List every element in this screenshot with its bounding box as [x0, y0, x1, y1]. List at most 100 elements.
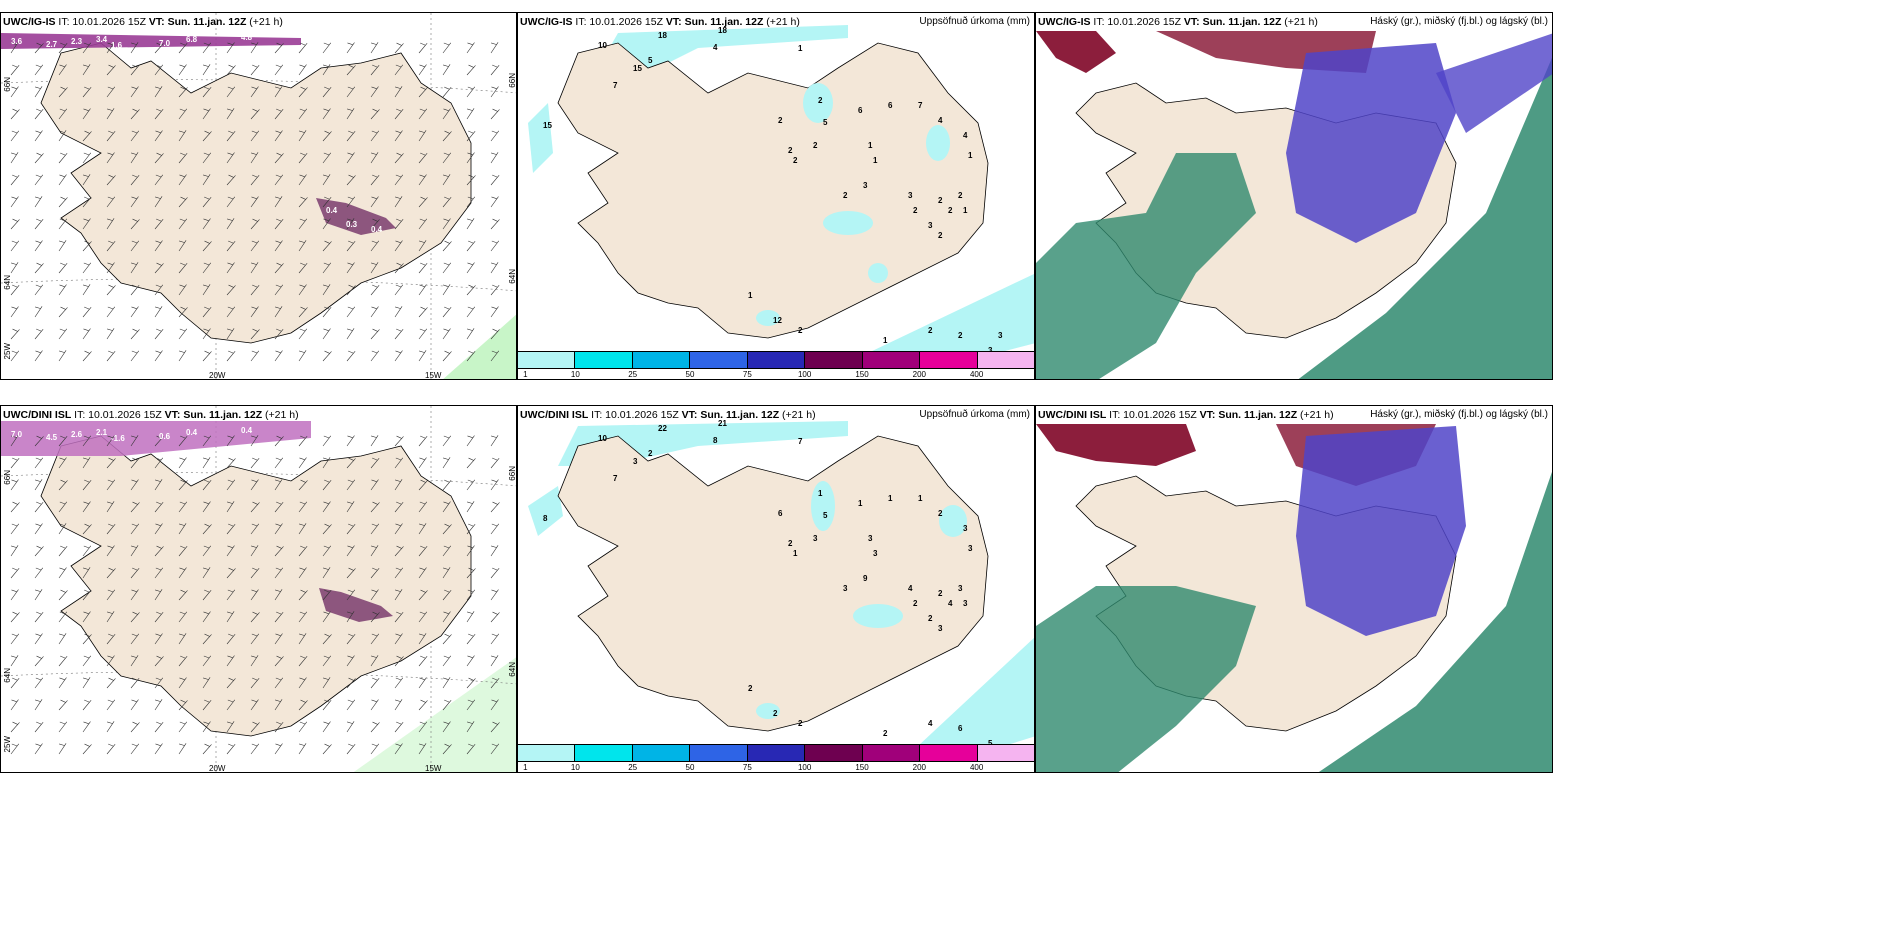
wind-barb	[274, 545, 284, 557]
wind-barb	[106, 655, 115, 667]
wind-barb	[442, 699, 452, 711]
precip-value: 1	[748, 291, 753, 300]
wind-barb	[10, 306, 19, 318]
map-igis-wind	[1, 13, 516, 379]
wind-barb	[442, 743, 452, 755]
wind-barb	[34, 721, 44, 733]
wind-barb	[490, 240, 500, 252]
wind-barb	[202, 196, 212, 208]
wind-barb	[202, 699, 212, 711]
precip-value: 2	[913, 599, 918, 608]
wind-barb	[106, 567, 116, 579]
wind-barb	[226, 262, 235, 274]
wind-barb	[490, 350, 500, 362]
panel-dini-cloud: UWC/DINI ISL IT: 10.01.2026 15Z VT: Sun.…	[1035, 405, 1553, 773]
lat-label: 64N	[508, 662, 517, 677]
wind-barb	[178, 328, 188, 340]
precip-value: 2	[938, 509, 943, 518]
wind-barb	[418, 567, 427, 579]
wind-barb	[58, 743, 67, 755]
wind-barb	[130, 479, 139, 491]
wind-barb	[10, 196, 19, 208]
wind-barb	[250, 743, 260, 755]
wind-barb	[490, 611, 500, 623]
high-cloud-west	[1036, 586, 1256, 772]
wind-barb	[466, 633, 476, 645]
wind-barb	[130, 240, 140, 252]
panel-subtitle: Háský (gr.), miðský (fj.bl.) og lágský (…	[1370, 16, 1548, 27]
colorbar-tick: 25	[628, 763, 638, 772]
wind-barb	[322, 567, 331, 579]
wind-barb	[202, 86, 212, 98]
wind-barb	[154, 196, 163, 208]
mid-cloud-east-outer	[1436, 33, 1552, 133]
wind-barb	[82, 479, 92, 491]
panel-subtitle: Uppsöfnuð úrkoma (mm)	[919, 16, 1030, 27]
precip-value: 1	[888, 494, 893, 503]
wind-barb	[58, 611, 68, 623]
precip-value: 2	[818, 96, 823, 105]
wind-barb	[442, 86, 452, 98]
wind-barb	[370, 501, 380, 513]
wind-barb	[250, 196, 259, 208]
wind-barb	[394, 42, 404, 54]
wind-barb	[82, 743, 92, 755]
wind-barb	[274, 262, 284, 274]
wave-purple-strip	[1, 33, 301, 49]
wind-barb	[322, 501, 331, 513]
wind-barb	[10, 523, 20, 535]
wind-barb	[34, 86, 43, 98]
mid-cloud-east	[1286, 43, 1456, 243]
wind-barb	[466, 196, 476, 208]
wave-purple-strip	[1, 421, 311, 456]
wind-barb	[274, 457, 284, 469]
wind-barb	[58, 699, 68, 711]
wind-barb	[490, 64, 500, 76]
wind-barb	[442, 523, 452, 535]
wind-barb	[418, 633, 427, 645]
wind-barb	[298, 677, 307, 689]
wind-barb	[274, 108, 284, 120]
wind-barb	[202, 174, 211, 186]
precip-value: 4	[938, 116, 943, 125]
wind-barb	[10, 743, 20, 755]
wind-barb	[106, 218, 115, 230]
wind-barb	[34, 501, 44, 513]
wind-barb	[130, 218, 140, 230]
precip-value: 7	[613, 474, 618, 483]
wind-barb	[178, 196, 188, 208]
precip-value: 5	[823, 511, 828, 520]
colorbar-swatch	[632, 352, 691, 368]
wind-barb	[202, 545, 212, 557]
wind-barb	[178, 42, 188, 54]
wind-barb	[394, 328, 404, 340]
precip-value: 3	[928, 221, 933, 230]
precip-value: 9	[863, 574, 868, 583]
wind-barb	[34, 350, 43, 362]
wind-barb	[106, 86, 116, 98]
wind-barb	[250, 174, 260, 186]
wind-barb	[178, 501, 188, 513]
wind-barb	[394, 589, 403, 601]
wind-barb	[418, 721, 428, 733]
wind-barb	[58, 284, 67, 296]
wind-barb	[370, 435, 379, 447]
wind-barb	[226, 64, 236, 76]
precip-value: 2	[928, 614, 933, 623]
wind-barb	[346, 130, 356, 142]
wind-barb	[322, 152, 332, 164]
wind-barb	[442, 501, 451, 513]
wind-barb	[58, 457, 67, 469]
wind-barb	[82, 523, 92, 535]
wind-barb	[250, 350, 260, 362]
precip-value: 2	[883, 729, 888, 738]
wind-barb	[202, 42, 212, 54]
wind-barb	[346, 545, 355, 557]
wind-barb	[130, 589, 139, 601]
precip-value: 6	[778, 509, 783, 518]
wind-barb	[34, 677, 44, 689]
wind-barb	[274, 677, 284, 689]
lat-label: 64N	[3, 668, 12, 683]
wind-barb	[370, 523, 380, 535]
colorbar-tick: 50	[685, 763, 695, 772]
